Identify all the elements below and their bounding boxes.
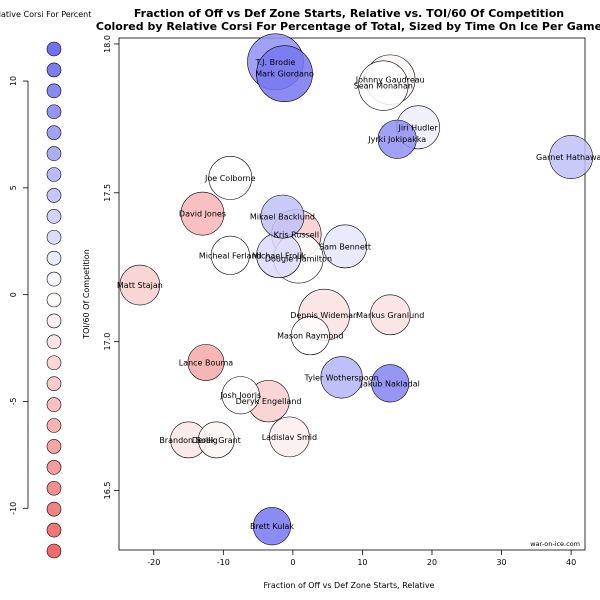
x-tick-label: 40 — [566, 558, 576, 567]
data-point — [549, 135, 593, 179]
point-label: Johnny Gaudreau — [355, 76, 425, 85]
data-point — [208, 156, 253, 200]
legend-swatch — [46, 271, 62, 287]
color-legend: Relative Corsi For Percent 10 5 0 -5 -10 — [0, 10, 91, 559]
legend-swatch — [46, 418, 62, 433]
plot-frame — [118, 37, 586, 551]
legend-swatch — [46, 250, 62, 266]
point-label: Mikael Backlund — [250, 213, 315, 222]
point-label: Derek Grant — [192, 436, 241, 445]
x-tick-label: 30 — [496, 558, 506, 567]
data-point — [377, 119, 417, 159]
y-tick-label: 17.5 — [103, 184, 112, 202]
y-tick-label: 17.0 — [103, 333, 112, 351]
legend-swatch — [46, 355, 62, 371]
legend-tick-label: 0 — [9, 292, 18, 297]
data-point — [369, 294, 411, 336]
legend-swatch — [46, 104, 62, 120]
point-label: Deryk Engelland — [236, 397, 302, 406]
legend-swatch — [46, 543, 62, 559]
legend-swatch — [46, 292, 62, 308]
point-label: Markus Granlund — [356, 311, 424, 320]
data-point — [371, 364, 410, 403]
credit-text: war-on-ice.com — [530, 540, 580, 548]
data-point — [290, 316, 330, 356]
legend-swatch — [46, 501, 62, 517]
point-label: Jyrki Jokipakka — [367, 135, 426, 144]
data-point — [197, 421, 235, 459]
chart-subtitle: Colored by Relative Corsi For Percentage… — [96, 20, 600, 33]
point-label: Lance Bouma — [179, 358, 234, 367]
data-point — [119, 264, 161, 306]
point-label: T.J. Brodie — [255, 58, 296, 67]
point-label: Dougie Hamilton — [265, 254, 332, 263]
point-label: Michael Frolik — [252, 251, 307, 260]
point-label: Brett Kulak — [250, 522, 294, 531]
legend-swatch — [46, 62, 62, 78]
legend-tick-label: -5 — [9, 397, 18, 405]
legend-swatch — [46, 397, 62, 412]
point-label: David Jones — [179, 210, 226, 219]
data-point — [358, 60, 409, 111]
y-tick-label: 18.0 — [103, 35, 112, 53]
legend-tick-label: 5 — [9, 185, 18, 190]
point-label: Micheal Ferland — [199, 251, 262, 260]
x-tick-label: 10 — [357, 558, 367, 567]
point-label: Josh Jooris — [219, 391, 261, 400]
legend-swatch — [46, 83, 62, 99]
x-tick-label: -20 — [147, 558, 160, 567]
data-point — [252, 507, 292, 546]
legend-swatch — [46, 167, 62, 182]
legend-swatch — [46, 125, 62, 140]
data-point — [187, 344, 225, 381]
legend-swatch — [46, 229, 62, 245]
point-label: Garnet Hathaway — [536, 153, 600, 162]
x-tick-label: 20 — [427, 558, 437, 567]
point-label: Sean Monahan — [354, 82, 413, 91]
x-tick-label: -10 — [217, 558, 230, 567]
point-label: Kris Russell — [274, 230, 319, 239]
y-axis-label: TOI/60 Of Competition — [82, 249, 91, 340]
legend-swatch — [46, 41, 62, 57]
data-point — [269, 416, 310, 458]
legend-swatch — [46, 480, 62, 496]
point-label: Tyler Wotherspoon — [303, 373, 378, 382]
point-label: Ladislav Smid — [262, 433, 317, 442]
x-tick-label: 0 — [290, 558, 295, 567]
data-point — [180, 191, 225, 236]
point-label: Jiri Hudler — [397, 123, 438, 132]
legend-swatch — [46, 334, 62, 350]
legend-swatch — [46, 522, 62, 538]
legend-tick-label: 10 — [9, 76, 18, 86]
point-label: Brandon Bollig — [159, 436, 217, 445]
point-label: Mason Raymond — [277, 332, 343, 341]
legend-tick-label: -10 — [9, 502, 18, 515]
data-point — [260, 194, 305, 239]
chart-title: Fraction of Off vs Def Zone Starts, Rela… — [134, 7, 564, 20]
data-point — [320, 356, 363, 399]
point-label: Mark Giordano — [255, 70, 314, 79]
data-point — [323, 224, 367, 269]
point-label: Matt Stajan — [117, 281, 163, 290]
point-label: Joe Colborne — [204, 174, 256, 183]
data-point — [221, 376, 260, 415]
legend-swatch — [46, 188, 62, 203]
x-axis-label: Fraction of Off vs Def Zone Starts, Rela… — [264, 581, 435, 590]
legend-title: Relative Corsi For Percent — [0, 10, 91, 19]
legend-swatch — [46, 376, 62, 391]
y-tick-label: 16.5 — [103, 482, 112, 500]
data-point — [210, 235, 250, 275]
legend-swatch — [46, 313, 62, 329]
legend-swatch — [46, 209, 62, 224]
point-label: Jakub Nakladal — [360, 379, 420, 388]
point-label: Sam Bennett — [319, 242, 371, 251]
data-point — [256, 45, 313, 103]
legend-swatch — [46, 460, 62, 475]
point-label: Dennis Wideman — [290, 311, 358, 320]
legend-swatch — [46, 439, 62, 454]
legend-swatch — [46, 146, 62, 161]
